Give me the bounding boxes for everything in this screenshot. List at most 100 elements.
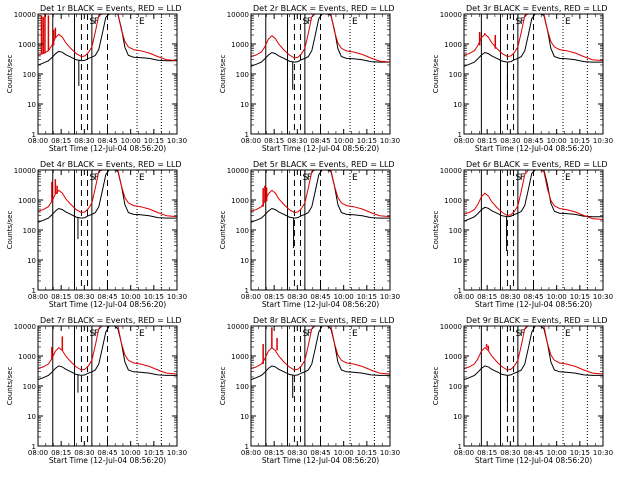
x-tick-label: 10:30 (593, 449, 613, 457)
marker-letter-f: F (307, 173, 312, 183)
marker-letter-s: S (516, 329, 522, 339)
x-tick-label: 10:00 (334, 293, 354, 301)
y-tick-label: 10 (27, 257, 36, 265)
y-axis-label: Counts/sec (432, 55, 440, 94)
marker-letter-e: E (139, 329, 145, 339)
marker-letter-e: E (139, 173, 145, 183)
x-tick-label: 10:15 (144, 137, 164, 145)
x-tick-label: 08:30 (74, 137, 94, 145)
events-curve (251, 170, 390, 223)
y-tick-label: 100 (449, 71, 462, 79)
x-tick-label: 08:30 (74, 449, 94, 457)
x-tick-label: 10:30 (593, 137, 613, 145)
panel-title: Det 5r BLACK = Events, RED = LLD (253, 160, 395, 169)
y-tick-label: 100 (23, 227, 36, 235)
y-tick-label: 1000 (18, 41, 36, 49)
y-tick-label: 10000 (440, 11, 462, 19)
events-curve (251, 326, 390, 381)
x-axis-label: Start Time (12-Jul-04 08:56:20) (475, 300, 592, 309)
marker-letter-s: S (90, 17, 96, 27)
y-tick-label: 100 (236, 383, 249, 391)
marker-letter-f: F (94, 173, 99, 183)
y-tick-label: 10 (240, 101, 249, 109)
x-tick-label: 10:00 (547, 293, 567, 301)
x-tick-label: 08:00 (241, 293, 261, 301)
detector-panel-4: SF E 1 10 100 1000 10000 08:00 08:15 08:30 08:45 10… (6, 160, 187, 309)
y-axis-label: Counts/sec (432, 211, 440, 250)
y-axis-label: Counts/sec (432, 367, 440, 406)
marker-letter-f: F (520, 17, 525, 27)
x-tick-label: 08:00 (454, 137, 474, 145)
y-axis-label: Counts/sec (6, 211, 14, 250)
y-axis-label: Counts/sec (219, 211, 227, 250)
x-tick-label: 10:30 (167, 293, 187, 301)
marker-letter-f: F (520, 173, 525, 183)
x-tick-label: 10:00 (334, 449, 354, 457)
y-tick-label: 10 (453, 257, 462, 265)
x-tick-label: 10:00 (334, 137, 354, 145)
events-curve (38, 170, 177, 223)
y-tick-label: 100 (449, 383, 462, 391)
x-tick-label: 10:30 (593, 293, 613, 301)
marker-letter-e: E (352, 329, 358, 339)
marker-letter-s: S (303, 17, 309, 27)
x-tick-label: 10:00 (547, 137, 567, 145)
panel-title: Det 3r BLACK = Events, RED = LLD (466, 4, 608, 13)
x-tick-label: 08:30 (287, 449, 307, 457)
events-curve (464, 14, 603, 67)
x-tick-label: 10:15 (570, 449, 590, 457)
x-tick-label: 08:15 (51, 137, 71, 145)
y-tick-label: 10000 (440, 323, 462, 331)
y-tick-label: 10 (453, 413, 462, 421)
y-tick-label: 10000 (14, 11, 36, 19)
x-tick-label: 10:30 (380, 449, 400, 457)
marker-letter-s: S (303, 173, 309, 183)
x-tick-label: 08:15 (264, 137, 284, 145)
marker-letter-s: S (516, 17, 522, 27)
x-tick-label: 08:00 (28, 449, 48, 457)
x-tick-label: 08:30 (500, 449, 520, 457)
x-tick-label: 08:15 (477, 293, 497, 301)
x-tick-label: 08:45 (310, 137, 330, 145)
panel-title: Det 7r BLACK = Events, RED = LLD (40, 316, 182, 325)
x-axis-label: Start Time (12-Jul-04 08:56:20) (262, 144, 379, 153)
lld-curve (38, 170, 177, 218)
lld-curve (251, 14, 390, 63)
x-axis-label: Start Time (12-Jul-04 08:56:20) (475, 456, 592, 465)
lld-curve (464, 170, 603, 220)
x-tick-label: 08:15 (477, 449, 497, 457)
x-tick-label: 08:45 (310, 449, 330, 457)
y-axis-label: Counts/sec (6, 55, 14, 94)
x-tick-label: 08:45 (523, 449, 543, 457)
marker-letter-f: F (307, 329, 312, 339)
x-tick-label: 08:15 (264, 449, 284, 457)
x-tick-label: 08:45 (523, 137, 543, 145)
x-tick-label: 08:45 (310, 293, 330, 301)
marker-letter-f: F (520, 329, 525, 339)
marker-letter-f: F (307, 17, 312, 27)
detector-panel-1: SF E 1 10 100 1000 10000 08:00 08:15 08:30 08:45 10… (6, 4, 187, 153)
y-tick-label: 1 (458, 443, 462, 451)
x-tick-label: 08:00 (241, 137, 261, 145)
x-tick-label: 08:30 (74, 293, 94, 301)
x-tick-label: 10:00 (547, 449, 567, 457)
x-tick-label: 08:15 (51, 449, 71, 457)
y-tick-label: 100 (236, 227, 249, 235)
detector-panel-5: SF E 1 10 100 1000 10000 08:00 08:15 08:30 08:45 10… (219, 160, 400, 309)
y-tick-label: 100 (236, 71, 249, 79)
y-tick-label: 1 (32, 287, 36, 295)
x-tick-label: 10:30 (167, 137, 187, 145)
marker-letter-e: E (565, 173, 571, 183)
events-curve (251, 14, 390, 67)
x-tick-label: 08:00 (454, 449, 474, 457)
x-tick-label: 08:15 (51, 293, 71, 301)
x-tick-label: 08:45 (97, 137, 117, 145)
lld-curve (464, 14, 603, 62)
y-tick-label: 1 (458, 131, 462, 139)
marker-letter-s: S (90, 329, 96, 339)
detector-panel-6: SF E 1 10 100 1000 10000 08:00 08:15 08:30 08:45 10… (432, 160, 613, 309)
y-tick-label: 100 (23, 71, 36, 79)
panel-title: Det 1r BLACK = Events, RED = LLD (40, 4, 182, 13)
y-tick-label: 10000 (227, 323, 249, 331)
detector-panel-2: SF E 1 10 100 1000 10000 08:00 08:15 08:30 08:45 10… (219, 4, 400, 153)
